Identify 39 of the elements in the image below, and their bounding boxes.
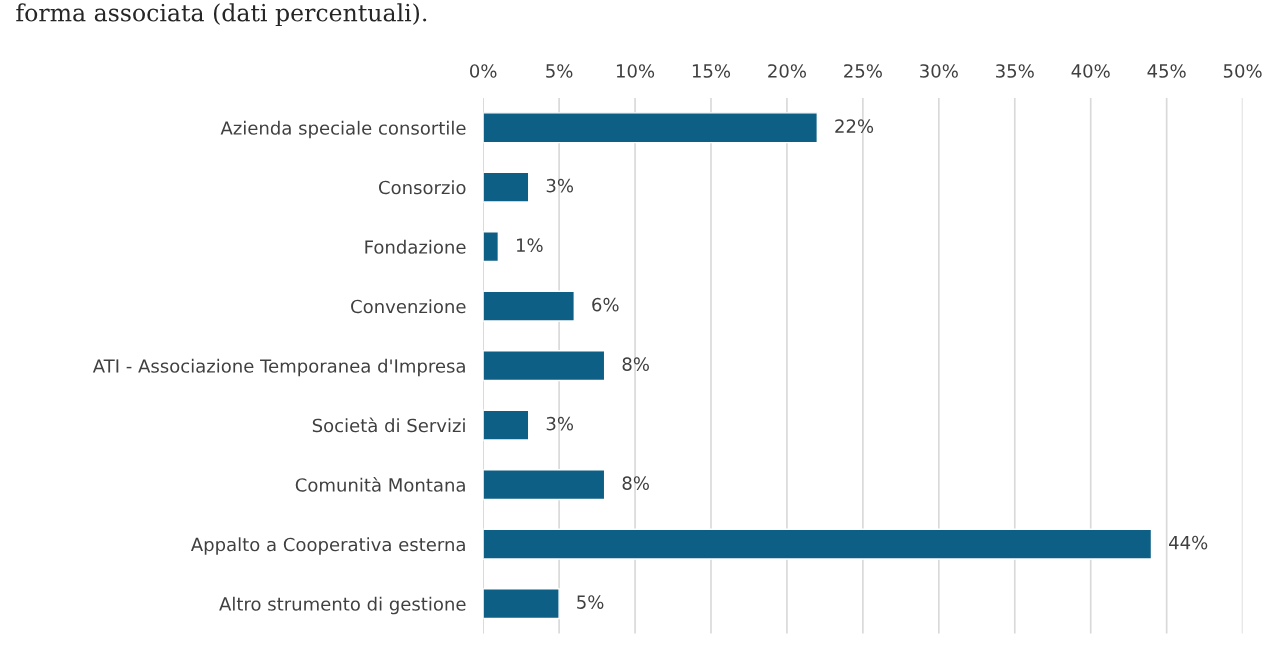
y-tick-label: Altro strumento di gestione xyxy=(219,596,466,615)
bar xyxy=(483,112,819,144)
y-tick-label: Appalto a Cooperativa esterna xyxy=(190,537,465,555)
bar xyxy=(483,231,500,263)
data-label: 1% xyxy=(517,238,543,252)
x-tick-label: 0% xyxy=(470,64,497,78)
data-label: 8% xyxy=(622,476,649,490)
bar xyxy=(483,350,606,382)
x-tick-label: 5% xyxy=(546,64,573,78)
data-label: 8% xyxy=(622,357,649,371)
y-tick-label: Consorzio xyxy=(378,180,466,195)
x-tick-label: 10% xyxy=(616,64,655,78)
data-label: 44% xyxy=(1169,535,1208,550)
y-tick-label: ATI - Associazione Temporanea d'Impresa xyxy=(92,358,465,377)
x-tick-label: 25% xyxy=(844,64,882,78)
x-tick-label: 30% xyxy=(920,64,958,78)
bar xyxy=(483,171,530,203)
bar xyxy=(483,290,575,322)
bar xyxy=(483,409,530,441)
x-tick-label: 35% xyxy=(996,64,1034,78)
data-label: 6% xyxy=(592,297,619,312)
y-tick-label: Fondazione xyxy=(365,239,466,254)
text: forma associata (dati percentuali). xyxy=(16,3,427,27)
data-label: 5% xyxy=(577,595,604,609)
y-tick-label: Azienda speciale consortile xyxy=(220,120,466,139)
data-label: 3% xyxy=(546,178,574,193)
bar xyxy=(483,588,560,620)
y-tick-label: Comunità Montana xyxy=(295,477,465,492)
x-tick-label: 20% xyxy=(768,64,806,78)
x-tick-label: 15% xyxy=(692,64,731,78)
x-tick-label: 40% xyxy=(1071,64,1110,78)
x-tick-label: 50% xyxy=(1223,64,1262,78)
bar xyxy=(483,469,606,501)
data-label: 3% xyxy=(546,416,574,431)
y-tick-label: Società di Servizi xyxy=(312,417,465,433)
data-label: 22% xyxy=(835,119,874,133)
bar xyxy=(483,528,1153,560)
x-tick-label: 45% xyxy=(1147,64,1186,78)
y-tick-label: Convenzione xyxy=(351,299,466,314)
